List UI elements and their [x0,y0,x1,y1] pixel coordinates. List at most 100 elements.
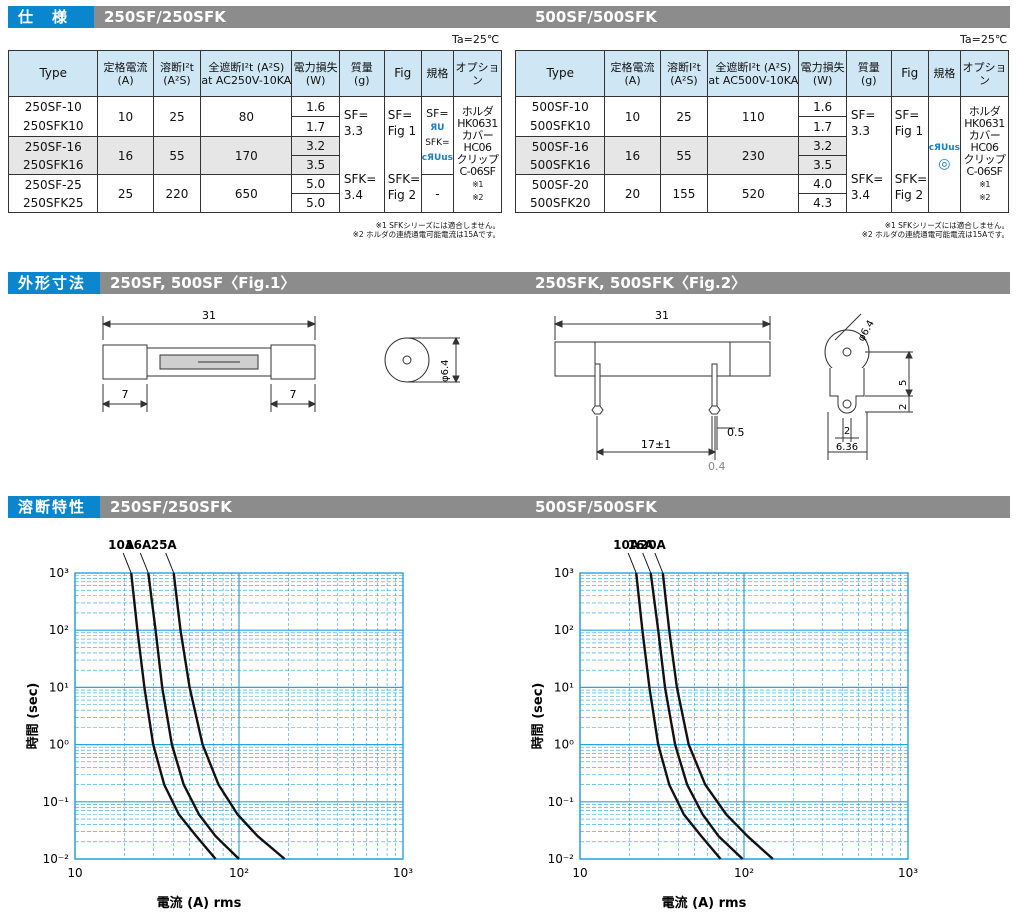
table-row: 250SF-25 250SFK25 [7,174,99,213]
dims-tag: 外形寸法 [8,272,100,294]
fig2-dia-label: φ6.4 [856,319,877,344]
melt-cell: 220 [152,174,202,213]
fig2-w2-label: 2 [844,426,850,437]
series-label: 25A [151,538,178,552]
spec-title-right: 500SF/500SFK [535,8,657,26]
x-axis-label: 電流 (A) rms [157,895,242,910]
fig2-h5-label: 5 [898,380,909,386]
option-cell: ホルダ HK0631 カバー HC06 クリップ C-06SF ※1 ※2 [960,96,1009,213]
spec-section-bar: 仕 様 250SF/250SFK 500SF/500SFK [8,6,1010,28]
series-label: 10A [108,538,135,552]
fuse-curve-chart-right: 10³ 10² 10¹ 10⁰ 10⁻¹ 10⁻²10 10² 10³ 時間 (sec) 電流 (… [530,538,918,910]
th-std: 規格 [927,50,962,97]
ccc-mark-icon: ◎ [938,155,951,172]
mass-cell: SF= 3.3 SFK= 3.4 [845,96,892,213]
series-line-16A [649,572,744,860]
notes-left: ※1 SFKシリーズには適合しません。 ※2 ホルダの連続通電可能電流は15Aです… [352,221,500,239]
rated-cell: 16 [97,136,154,175]
table-row: 500SF-10 500SFK10 [514,96,606,137]
th-fig: Fig [890,50,929,97]
loss-cell: 1.6 [291,96,340,117]
y-tick-label: 10² [49,623,69,637]
y-tick-label: 10¹ [49,680,69,694]
fig2-h2-label: 2 [898,404,909,410]
melt-cell: 25 [659,96,709,137]
spec-table-right: Type 定格電流 (A) 溶断I²t (A²S) 全遮断I²t (A²S) at A… [514,50,1009,213]
th-type: Type [7,50,99,97]
loss-cell: 4.0 [798,174,847,194]
th-loss: 電力損失 (W) [291,50,340,97]
rated-cell: 25 [97,174,154,213]
notes-right: ※1 SFKシリーズには適合しません。 ※2 ホルダの連続通電可能電流は15Aです… [861,221,1009,239]
loss-cell: 4.3 [798,193,847,213]
option-cell: ホルダ HK0631 カバー HC06 クリップ C-06SF ※1 ※2 [453,96,502,213]
ta-left: Ta=25℃ [452,33,500,46]
fig1-drawing: 31 7 7 φ6.4 [101,309,460,412]
curves-title-right: 500SF/500SFK [535,498,657,516]
fig2-thin-label: 0.4 [708,460,726,470]
loss-cell: 3.5 [798,155,847,175]
plot-frame [579,572,909,860]
fig2-length-label: 31 [655,309,669,322]
mass-cell: SF= 3.3 SFK= 3.4 [338,96,385,213]
th-option: オプション [453,50,502,97]
loss-cell: 1.6 [798,96,847,117]
th-fig: Fig [383,50,422,97]
spec-table-left: Type 定格電流 (A) 溶断I²t (A²S) 全遮断I²t (A²S) at A… [7,50,502,213]
series-label: 10A [613,538,640,552]
fig-cell: SF= Fig 1 SFK= Fig 2 [890,96,929,213]
series-leader [627,552,637,574]
th-mass: 質量 (g) [338,50,385,97]
curves-section-bar: 溶断特性 250SF/250SFK 500SF/500SFK [8,496,1010,518]
y-tick-label: 10³ [554,566,574,580]
curves-title-left: 250SF/250SFK [110,498,232,516]
fig2-pitch-label: 17±1 [641,438,671,451]
series-line-10A [130,572,217,860]
y-tick-label: 10⁰ [554,738,574,752]
total-cell: 650 [200,174,293,213]
series-leader [122,552,132,574]
series-leader [165,552,175,574]
fuse-curve-chart-left: 10³ 10² 10¹ 10⁰ 10⁻¹ 10⁻²10 10² 10³ 時間 (sec) 電流 (… [25,538,413,910]
fig1-length-label: 31 [202,309,216,322]
th-total: 全遮断I²t (A²S) at AC500V-10KA [707,50,800,97]
rated-cell: 10 [97,96,154,137]
series-label: 20A [640,538,667,552]
series-label: 16A [628,538,655,552]
melt-cell: 55 [152,136,202,175]
x-tick-label: 10 [572,866,587,880]
series-leader [654,552,664,574]
table-row: 250SF-10 250SFK10 [7,96,99,137]
y-tick-label: 10⁰ [49,738,69,752]
rated-cell: 16 [604,136,661,175]
cul-mark-icon: cЯUus [928,142,961,153]
y-tick-label: 10⁻² [548,852,575,866]
std-dash-cell: - [420,174,455,213]
table-row: 250SF-16 250SFK16 [7,136,99,175]
y-tick-label: 10¹ [554,680,574,694]
loss-cell: 1.7 [798,116,847,137]
x-tick-label: 10³ [393,866,413,880]
th-mass: 質量 (g) [845,50,892,97]
y-tick-label: 10⁻¹ [43,795,70,809]
spec-tag: 仕 様 [8,6,94,28]
table-row: 500SF-20 500SFK20 [514,174,606,213]
total-cell: 110 [707,96,800,137]
series-line-10A [635,572,722,860]
std-cell: SF= ЯU SFK= cЯUus [420,96,455,175]
loss-cell: 5.0 [291,193,340,213]
y-tick-label: 10⁻² [43,852,70,866]
total-cell: 80 [200,96,293,137]
x-tick-label: 10² [229,866,249,880]
th-loss: 電力損失 (W) [798,50,847,97]
fig1-cap-right-label: 7 [290,388,297,401]
series-line-20A [661,572,774,860]
fig2-w636-label: 6.36 [836,442,858,453]
th-option: オプション [960,50,1009,97]
th-melt: 溶断I²t (A²S) [659,50,709,97]
th-melt: 溶断I²t (A²S) [152,50,202,97]
dims-title-left: 250SF, 500SF〈Fig.1〉 [110,274,296,292]
table-row: 500SF-16 500SFK16 [514,136,606,175]
th-total: 全遮断I²t (A²S) at AC250V-10KA [200,50,293,97]
th-std: 規格 [420,50,455,97]
